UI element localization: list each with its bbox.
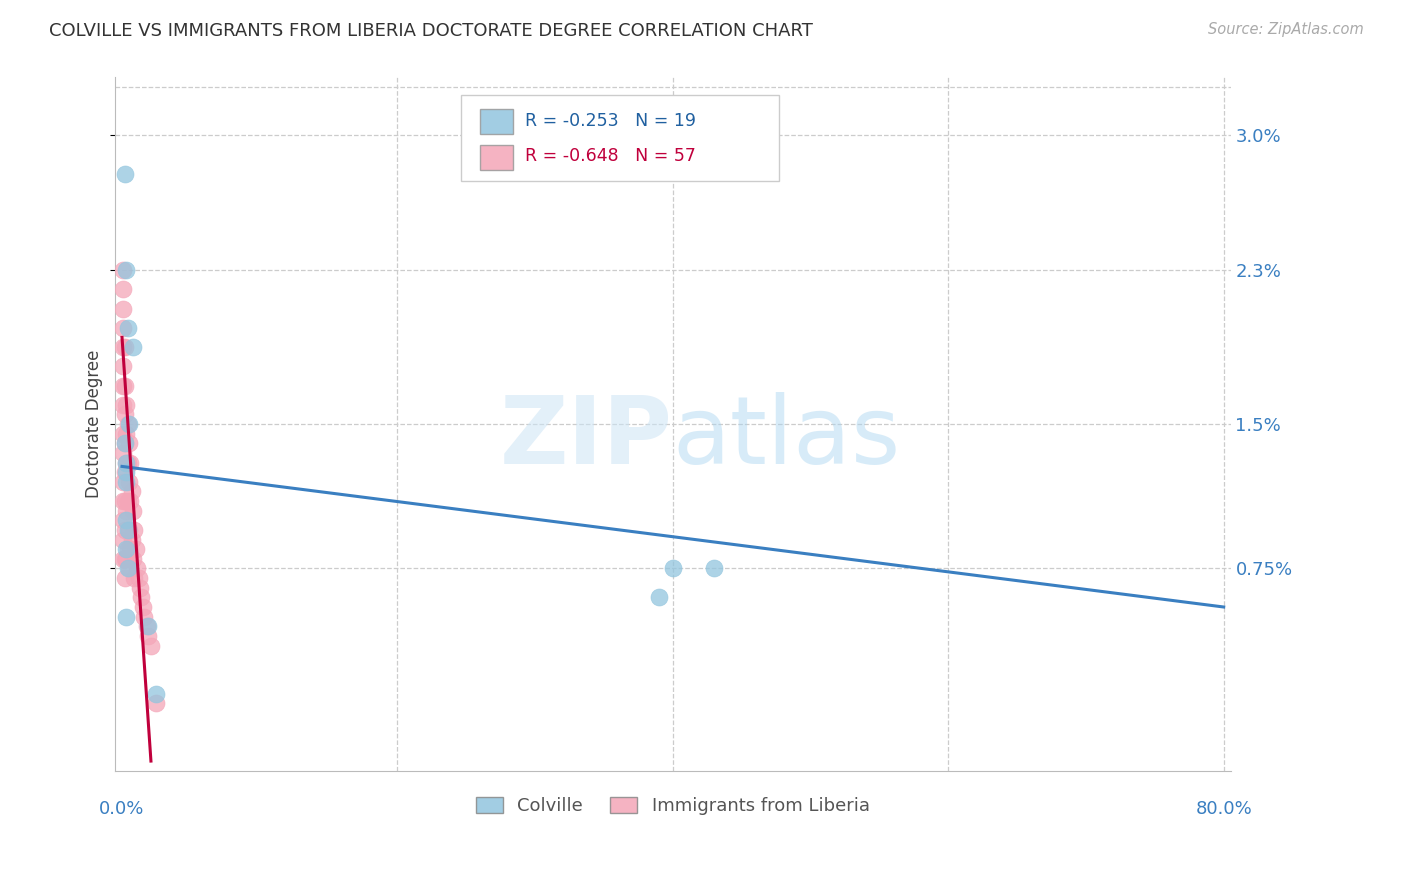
Point	[115, 398, 138, 412]
Point	[129, 581, 152, 595]
Point	[115, 426, 138, 441]
Text: R = -0.648   N = 57: R = -0.648 N = 57	[524, 147, 696, 165]
Point	[118, 417, 141, 431]
FancyBboxPatch shape	[461, 95, 779, 181]
Text: 0.0%: 0.0%	[100, 799, 145, 818]
Point	[115, 263, 138, 277]
Point	[112, 552, 135, 566]
Bar	[479, 109, 513, 134]
Point	[112, 475, 135, 489]
Point	[115, 542, 138, 557]
Point	[122, 552, 145, 566]
Point	[128, 571, 150, 585]
Point	[118, 436, 141, 450]
Text: atlas: atlas	[673, 392, 901, 484]
Point	[115, 609, 138, 624]
Point	[112, 263, 135, 277]
Point	[112, 513, 135, 527]
Bar	[479, 145, 513, 170]
Point	[112, 301, 135, 316]
Point	[117, 523, 139, 537]
Point	[117, 494, 139, 508]
Point	[120, 542, 142, 557]
Point	[118, 523, 141, 537]
Point	[114, 494, 136, 508]
Point	[135, 619, 157, 633]
Point	[115, 552, 138, 566]
Point	[112, 282, 135, 296]
Point	[112, 320, 135, 334]
Point	[114, 571, 136, 585]
Point	[112, 494, 135, 508]
Point	[136, 629, 159, 643]
Point	[112, 398, 135, 412]
Point	[114, 408, 136, 422]
Point	[112, 426, 135, 441]
Point	[145, 687, 167, 701]
Point	[121, 533, 143, 547]
Point	[145, 696, 167, 710]
Point	[122, 504, 145, 518]
Point	[112, 359, 135, 374]
Point	[112, 378, 135, 392]
Point	[662, 561, 685, 575]
Text: ZIP: ZIP	[501, 392, 673, 484]
Point	[117, 542, 139, 557]
Point	[114, 378, 136, 392]
Y-axis label: Doctorate Degree: Doctorate Degree	[86, 350, 103, 499]
Point	[114, 167, 136, 181]
Point	[115, 456, 138, 470]
Point	[112, 340, 135, 354]
Point	[118, 561, 141, 575]
Point	[118, 475, 141, 489]
Point	[115, 456, 138, 470]
Point	[129, 591, 152, 605]
Text: R = -0.253   N = 19: R = -0.253 N = 19	[524, 112, 696, 129]
Point	[117, 456, 139, 470]
Point	[121, 484, 143, 499]
Point	[124, 523, 146, 537]
Point	[114, 340, 136, 354]
Point	[114, 523, 136, 537]
Point	[125, 542, 148, 557]
Point	[136, 619, 159, 633]
Point	[115, 475, 138, 489]
Point	[114, 436, 136, 450]
Text: 80.0%: 80.0%	[1195, 799, 1253, 818]
Point	[117, 561, 139, 575]
Point	[648, 591, 671, 605]
Point	[115, 465, 138, 479]
Point	[114, 465, 136, 479]
Text: Source: ZipAtlas.com: Source: ZipAtlas.com	[1208, 22, 1364, 37]
Point	[122, 340, 145, 354]
Point	[132, 609, 155, 624]
Point	[117, 320, 139, 334]
Point	[703, 561, 725, 575]
Point	[115, 513, 138, 527]
Point	[112, 446, 135, 460]
Point	[139, 639, 162, 653]
Point	[117, 417, 139, 431]
Point	[115, 504, 138, 518]
Point	[114, 436, 136, 450]
Point	[120, 494, 142, 508]
Point	[112, 533, 135, 547]
Point	[120, 456, 142, 470]
Point	[131, 600, 153, 615]
Point	[127, 561, 149, 575]
Point	[124, 571, 146, 585]
Text: COLVILLE VS IMMIGRANTS FROM LIBERIA DOCTORATE DEGREE CORRELATION CHART: COLVILLE VS IMMIGRANTS FROM LIBERIA DOCT…	[49, 22, 813, 40]
Legend: Colville, Immigrants from Liberia: Colville, Immigrants from Liberia	[467, 788, 879, 824]
Point	[114, 552, 136, 566]
